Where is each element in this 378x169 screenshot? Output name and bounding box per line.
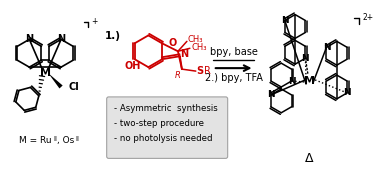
Text: N: N: [288, 77, 295, 86]
Text: +: +: [91, 17, 97, 26]
Text: M = Ru: M = Ru: [19, 136, 52, 145]
Text: O: O: [169, 38, 177, 48]
Text: - Asymmetric  synthesis: - Asymmetric synthesis: [114, 104, 217, 113]
Text: II: II: [75, 136, 79, 142]
Text: II: II: [53, 136, 57, 142]
Text: N: N: [281, 16, 289, 25]
Text: CH₃: CH₃: [192, 43, 207, 52]
Text: N: N: [323, 43, 330, 52]
Text: bpy, base: bpy, base: [210, 47, 257, 57]
Text: S: S: [196, 66, 203, 76]
Text: CH₃: CH₃: [188, 35, 203, 44]
Text: Cl: Cl: [68, 82, 79, 92]
FancyBboxPatch shape: [107, 97, 228, 158]
Text: N: N: [180, 49, 188, 59]
Text: N: N: [302, 54, 309, 63]
Text: 2.) bpy, TFA: 2.) bpy, TFA: [205, 73, 263, 83]
Text: OH: OH: [124, 61, 141, 71]
Text: R: R: [175, 71, 181, 80]
Text: 1.): 1.): [105, 31, 121, 41]
Text: - no photolysis needed: - no photolysis needed: [114, 134, 212, 143]
Text: Δ: Δ: [305, 152, 313, 165]
Text: , Os: , Os: [57, 136, 74, 145]
Text: N: N: [343, 88, 351, 98]
Text: M: M: [304, 76, 314, 86]
Text: - two-step procedure: - two-step procedure: [114, 119, 204, 128]
Text: N: N: [25, 34, 33, 44]
Text: M: M: [40, 68, 51, 78]
Text: 2+: 2+: [363, 13, 374, 22]
Text: N: N: [57, 34, 65, 44]
Polygon shape: [48, 73, 63, 88]
Text: N: N: [267, 90, 275, 99]
Text: R: R: [204, 66, 211, 76]
